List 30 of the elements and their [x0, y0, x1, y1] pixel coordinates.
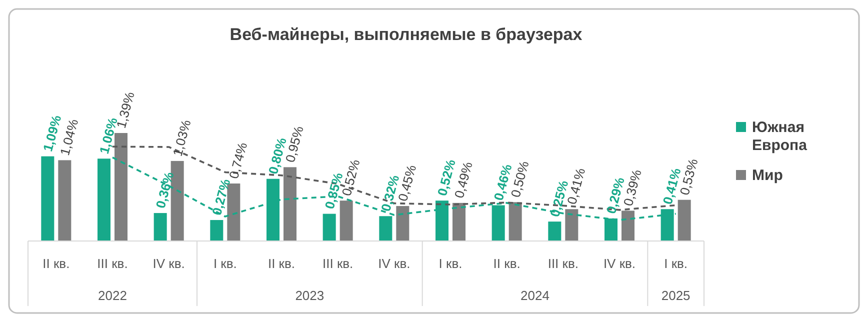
x-tick-label: II кв.	[42, 256, 70, 271]
bar	[154, 213, 167, 241]
text: 2025	[661, 288, 690, 303]
x-tick-label: IV кв.	[603, 256, 636, 271]
bar	[508, 202, 522, 241]
x-tick-label: I кв.	[213, 256, 237, 271]
bar	[210, 220, 224, 241]
x-tick-label: IV кв.	[378, 256, 410, 271]
x-tick-label: III кв.	[97, 256, 128, 271]
text: 2024	[520, 288, 550, 303]
bar	[58, 160, 72, 241]
bar	[452, 202, 466, 241]
data-label: 0,36%	[152, 170, 177, 210]
x-tick-label: I кв.	[664, 256, 688, 271]
x-tick-label: II кв.	[268, 256, 296, 271]
x-tick-label: III кв.	[322, 256, 354, 271]
x-tick-label: III кв.	[548, 256, 578, 271]
text: 2022	[98, 288, 127, 303]
x-tick-label: IV кв.	[152, 256, 185, 271]
bar	[548, 222, 562, 241]
x-tick-label: I кв.	[438, 256, 462, 271]
bar	[41, 156, 54, 241]
bar	[98, 158, 110, 241]
bar	[322, 214, 336, 241]
data-label: 1,03%	[170, 118, 194, 158]
text: 2023	[295, 288, 324, 303]
x-tick-label: II кв.	[493, 256, 520, 271]
chart-title: Веб-майнеры, выполняемые в браузерах	[230, 25, 583, 44]
legend-label: Мир	[752, 167, 783, 184]
legend-label: Южная Европа	[752, 119, 808, 154]
